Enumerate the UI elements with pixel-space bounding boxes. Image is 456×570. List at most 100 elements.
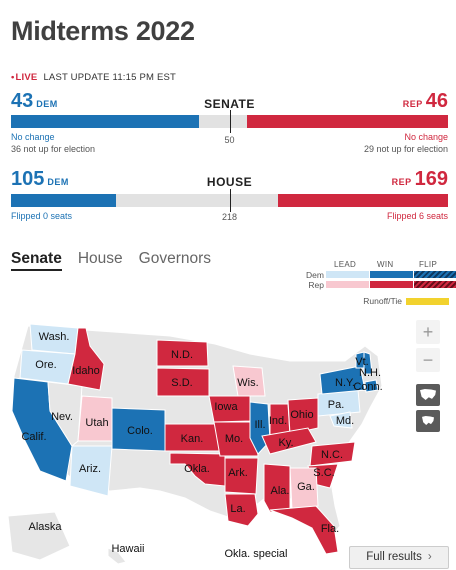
state-alaska (7, 511, 71, 561)
legend-tie: Runoff/Tie (363, 296, 402, 306)
swatch-rep-lead (326, 281, 369, 288)
state-ky (261, 427, 317, 455)
state-nc (309, 441, 356, 467)
state-label: Hawaii (111, 543, 144, 555)
state-ohio (287, 397, 319, 435)
state-ariz (69, 445, 113, 497)
state-label: N.C. (321, 449, 343, 461)
state-label: Ind. (269, 415, 287, 427)
legend-dem: Dem (306, 270, 324, 280)
swatch-tie (406, 298, 449, 305)
senate-dem-count: 43 DEM (11, 90, 58, 112)
map-svg: Wash. Ore. Idaho Nev. Calif. Utah Ariz. Colo. N.… (7, 323, 383, 565)
state-label: Ga. (297, 481, 315, 493)
state-nd (156, 339, 209, 367)
full-results-button[interactable]: Full results › (349, 546, 449, 569)
state-label: Mo. (225, 433, 243, 445)
senate-bar (11, 110, 448, 133)
state-label: S.D. (171, 377, 192, 389)
tab-governors[interactable]: Governors (138, 250, 212, 267)
legend-win: WIN (377, 260, 394, 269)
state-nh (363, 351, 373, 375)
senate-dem-bar (11, 115, 199, 128)
senate-dem-notes: No change 36 not up for election (11, 132, 96, 154)
state-label: Ore. (35, 359, 56, 371)
live-badge: LIVE (11, 72, 37, 83)
house-dem-bar (11, 194, 117, 207)
state-ny (319, 365, 366, 395)
senate-rep-notes: No change 29 not up for election (363, 132, 448, 154)
swatch-rep-win (370, 281, 413, 288)
tab-house[interactable]: House (77, 250, 123, 267)
state-label: Conn. (353, 381, 382, 393)
state-label: Ala. (271, 485, 290, 497)
state-label: Okla. (184, 463, 210, 475)
senate-rep-bar (246, 115, 448, 128)
state-ark (224, 457, 259, 495)
state-label: Alaska (28, 521, 62, 533)
house-rep-notes: Flipped 6 seats (386, 211, 448, 221)
state-label: Colo. (127, 425, 153, 437)
house-rep-count: REP 169 (391, 168, 448, 190)
us-senate-map[interactable]: Wash. Ore. Idaho Nev. Calif. Utah Ariz. Colo. N.… (0, 316, 456, 570)
state-label: Calif. (21, 431, 46, 443)
state-mo (213, 421, 259, 457)
state-label: Utah (85, 417, 108, 429)
state-label: Idaho (72, 365, 100, 377)
state-conn (364, 379, 379, 393)
state-md (329, 411, 353, 429)
state-label: S.C. (313, 467, 334, 479)
chamber-tabs: Senate House Governors (11, 250, 211, 271)
swatch-dem-win (370, 271, 413, 278)
state-label: Wis. (237, 377, 258, 389)
state-label: Wash. (39, 331, 70, 343)
state-label: Ohio (290, 409, 313, 421)
state-label: Vt. (355, 356, 368, 368)
house-label: HOUSE (206, 175, 253, 189)
state-label: Fla. (321, 523, 339, 535)
state-wis (232, 365, 266, 397)
state-label: Iowa (214, 401, 238, 413)
zoom-out-button[interactable]: − (416, 348, 440, 372)
swatch-rep-flip (414, 281, 456, 288)
contiguous-us-view-button[interactable] (416, 384, 440, 406)
state-label: Kan. (181, 433, 204, 445)
senate-majority-number: 50 (224, 135, 235, 145)
chevron-right-icon: › (427, 551, 432, 563)
legend-rep: Rep (308, 280, 324, 290)
state-label: Ill. (255, 419, 266, 431)
state-label: Pa. (328, 399, 345, 411)
state-idaho (67, 327, 105, 391)
house-majority-number: 218 (221, 212, 238, 222)
state-la (224, 493, 259, 527)
state-label: Md. (336, 415, 354, 427)
state-label: Ky. (278, 437, 293, 449)
tab-senate[interactable]: Senate (11, 250, 62, 271)
state-fla (269, 505, 339, 555)
legend-lead: LEAD (334, 260, 357, 269)
state-label: Ariz. (79, 463, 101, 475)
state-label: N.Y. (335, 377, 355, 389)
zoom-in-button[interactable]: + (416, 320, 440, 344)
page-title: Midterms 2022 (11, 16, 195, 46)
house-rep-bar (278, 194, 448, 207)
senate-tally: 43 DEM SENATE REP 46 No change 36 not up f… (11, 90, 448, 160)
house-tally: 105 DEM HOUSE REP 169 Flipped 0 seats 218 … (11, 168, 448, 224)
state-label: La. (230, 503, 245, 515)
live-status: LIVE LAST UPDATE 11:15 PM EST (11, 72, 176, 83)
legend-flip: FLIP (419, 260, 438, 269)
house-bar (11, 189, 448, 212)
us-map-icon (420, 389, 436, 400)
senate-majority-line (229, 110, 231, 133)
state-hawaii (107, 547, 127, 565)
state-label: Ark. (228, 467, 248, 479)
state-label: Nev. (51, 411, 73, 423)
house-dem-count: 105 DEM (11, 168, 69, 190)
last-update: LAST UPDATE 11:15 PM EST (43, 72, 177, 83)
state-ga (289, 467, 319, 511)
zoom-region-view-button[interactable] (416, 410, 440, 432)
swatch-dem-flip (414, 271, 456, 278)
state-label: N.D. (171, 349, 193, 361)
house-majority-line (229, 189, 231, 212)
house-dem-notes: Flipped 0 seats (11, 211, 73, 221)
